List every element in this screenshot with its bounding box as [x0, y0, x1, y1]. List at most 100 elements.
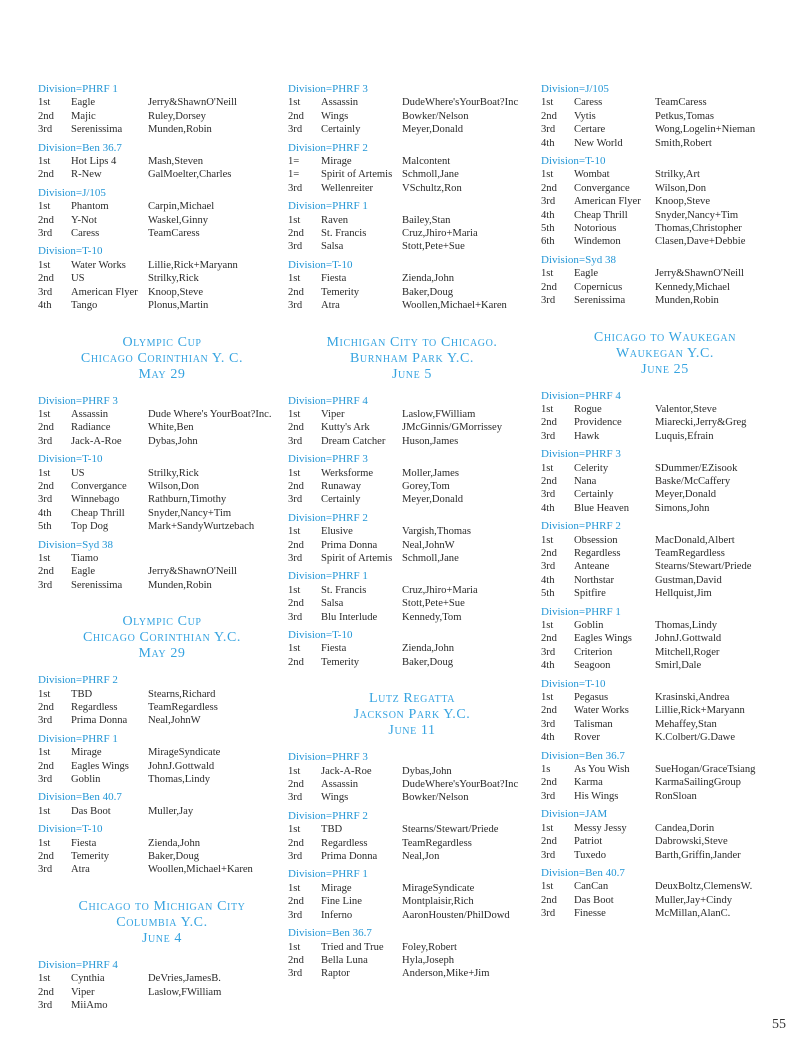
- boat-name: As You Wish: [574, 764, 630, 776]
- place: 3rd: [38, 1000, 53, 1012]
- owner-name: DeVries,JamesB.: [148, 973, 221, 985]
- boat-name: Jack-A-Roe: [71, 435, 122, 447]
- result-row: 2nd Convergance Wilson,Don: [38, 480, 286, 493]
- place: 2nd: [288, 656, 304, 668]
- division-heading: Division=PHRF 1: [288, 570, 368, 583]
- division-heading: Division=PHRF 2: [288, 141, 368, 154]
- place: 1st: [288, 408, 301, 420]
- owner-name: Thomas,Christopher: [655, 223, 742, 235]
- owner-name: McMillan,AlanC.: [655, 908, 731, 920]
- result-row: 3rd Caress TeamCaress: [38, 227, 286, 240]
- boat-name: Wings: [321, 792, 349, 804]
- boat-name: Regardless: [574, 547, 621, 559]
- division-section: Division=PHRF 2 1= Mirage Malcontent 1= Spiri…: [288, 142, 536, 196]
- owner-name: Kennedy,Michael: [655, 281, 730, 293]
- boat-name: Viper: [321, 408, 345, 420]
- division-section: Division=PHRF 2 1st TBD Stearns/Stewart/Pri…: [288, 810, 536, 864]
- boat-name: Mirage: [321, 882, 352, 894]
- place: 2nd: [541, 110, 557, 122]
- place: 3rd: [288, 241, 303, 253]
- result-row: 5th Top Dog Mark+SandyWurtzebach: [38, 520, 286, 533]
- result-row: 4th Blue Heaven Simons,John: [541, 502, 789, 515]
- place: 3rd: [541, 718, 556, 730]
- result-row: 1st Viper Laslow,FWilliam: [288, 408, 536, 421]
- boat-name: Certainly: [321, 124, 361, 136]
- result-row: 2nd Viper Laslow,FWilliam: [38, 986, 286, 999]
- boat-name: Notorious: [574, 223, 617, 235]
- place: 3rd: [38, 579, 53, 591]
- boat-name: Das Boot: [574, 894, 614, 906]
- place: 1st: [38, 156, 51, 168]
- boat-name: Nana: [574, 475, 597, 487]
- boat-name: Eagle: [574, 268, 599, 280]
- place: 4th: [541, 209, 555, 221]
- owner-name: Valentor,Steve: [655, 403, 717, 415]
- place: 2nd: [541, 633, 557, 645]
- division-section: Division=PHRF 4 1st Rogue Valentor,Steve 2nd…: [541, 390, 789, 444]
- result-row: 1st Tried and True Foley,Robert: [288, 941, 536, 954]
- boat-name: Regardless: [71, 702, 118, 713]
- result-row: 4th Northstar Gustman,David: [541, 574, 789, 587]
- division-heading: Division=PHRF 3: [288, 751, 368, 764]
- boat-name: Tango: [71, 300, 98, 312]
- result-row: 3rd Serenissima Munden,Robin: [541, 294, 789, 307]
- place: 1st: [541, 462, 554, 474]
- owner-name: Meyer,Donald: [655, 489, 717, 501]
- owner-name: Zienda,John: [148, 837, 201, 849]
- boat-name: Goblin: [574, 620, 604, 631]
- division-heading: Division=JAM: [541, 808, 608, 821]
- event-heading-line: Jackson Park Y.C.: [353, 707, 471, 723]
- place: 2nd: [541, 417, 557, 429]
- place: 3rd: [541, 489, 556, 501]
- boat-name: Wellenreiter: [321, 182, 374, 194]
- owner-name: White,Ben: [148, 422, 194, 434]
- place: 5th: [541, 223, 555, 235]
- result-row: 1st CanCan DeuxBoltz,ClemensW.: [541, 880, 789, 893]
- division-heading: Division=Syd 38: [38, 538, 113, 551]
- place: 3rd: [38, 286, 53, 298]
- boat-name: Messy Jessy: [574, 822, 627, 834]
- result-row: 3rd Certainly Meyer,Donald: [288, 493, 536, 506]
- owner-name: Mehaffey,Stan: [655, 718, 717, 730]
- place: 3rd: [541, 561, 556, 573]
- result-row: 2nd Wings Bowker/Nelson: [288, 110, 536, 123]
- result-row: 3rd Wellenreiter VSchultz,Ron: [288, 182, 536, 195]
- division-section: Division=PHRF 3 1st Werksforme Moller,James…: [288, 453, 536, 507]
- owner-name: Wong,Logelin+Nieman: [655, 124, 756, 136]
- boat-name: Viper: [71, 986, 95, 998]
- boat-name: Obsession: [574, 534, 618, 546]
- place: 1st: [288, 765, 301, 777]
- division-section: Division=T-10 1st Fiesta Zienda,John 2nd Teme…: [288, 259, 536, 313]
- result-row: 1st Raven Bailey,Stan: [288, 214, 536, 227]
- owner-name: Baker,Doug: [148, 851, 200, 863]
- place: 3rd: [288, 909, 303, 921]
- boat-name: American Flyer: [71, 286, 138, 298]
- owner-name: Foley,Robert: [402, 941, 457, 953]
- result-row: 5th Spitfire Hellquist,Jim: [541, 587, 789, 600]
- boat-name: Tuxedo: [574, 849, 606, 861]
- result-row: 1st Fiesta Zienda,John: [288, 642, 536, 655]
- result-row: 2nd Regardless TeamRegardless: [38, 701, 286, 714]
- division-section: Division=Syd 38 1st Eagle Jerry&ShawnO'Neil…: [541, 254, 789, 308]
- owner-name: TeamRegardless: [655, 547, 725, 559]
- result-row: 1st Mirage MirageSyndicate: [288, 882, 536, 895]
- result-row: 2nd Das Boot Muller,Jay+Cindy: [541, 894, 789, 907]
- result-row: 4th Rover K.Colbert/G.Dawe: [541, 731, 789, 744]
- place: 1st: [38, 552, 51, 564]
- boat-name: St. Francis: [321, 584, 367, 596]
- division-heading: Division=Ben 40.7: [38, 791, 122, 804]
- owner-name: Stott,Pete+Sue: [402, 241, 465, 253]
- owner-name: Waskel,Ginny: [148, 214, 209, 226]
- result-row: 1st Water Works Lillie,Rick+Maryann: [38, 259, 286, 272]
- result-row: 3rd Prima Donna Neal,JohnW: [38, 714, 286, 727]
- boat-name: Mirage: [321, 156, 352, 168]
- place: 2nd: [288, 598, 304, 610]
- division-section: Division=Ben 36.7 1s As You Wish SueHogan/G…: [541, 750, 789, 804]
- owner-name: Bowker/Nelson: [402, 792, 469, 804]
- result-row: 3rd Certainly Meyer,Donald: [541, 488, 789, 501]
- division-heading: Division=PHRF 3: [288, 453, 368, 466]
- event-heading-line: Olympic Cup: [122, 614, 202, 630]
- owner-name: Munden,Robin: [148, 124, 212, 136]
- boat-name: Eagle: [71, 566, 96, 578]
- owner-name: DudeWhere'sYourBoat?Inc: [402, 779, 519, 791]
